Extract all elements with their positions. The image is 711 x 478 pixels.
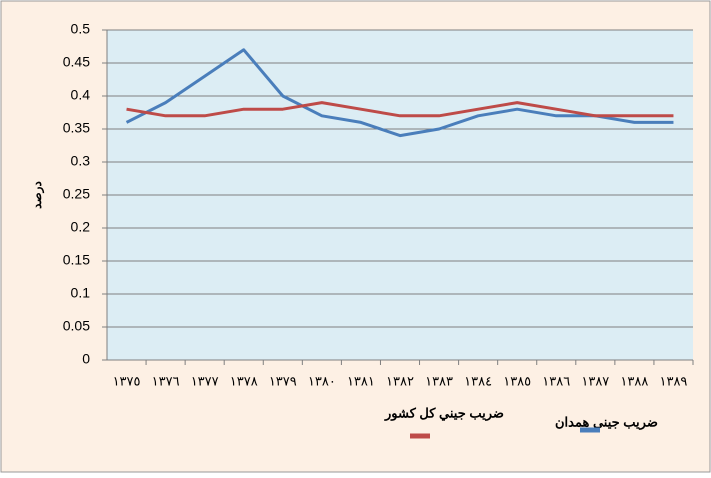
y-tick-label: 0 [82, 351, 90, 367]
x-tick-label: ١٣٨٥ [503, 373, 531, 388]
x-tick-label: ١٣٨٣ [425, 373, 453, 388]
y-axis-label: درصد [30, 181, 45, 209]
y-tick-label: 0.15 [63, 252, 90, 268]
y-tick-label: 0.4 [71, 87, 91, 103]
y-tick-label: 0.2 [71, 219, 91, 235]
y-tick-label: 0.35 [63, 120, 90, 136]
y-tick-label: 0.05 [63, 318, 90, 334]
x-tick-label: ١٣٧٧ [191, 373, 219, 388]
x-tick-label: ١٣٨٢ [386, 373, 414, 388]
x-tick-label: ١٣٨٩ [659, 373, 687, 388]
y-tick-label: 0.25 [63, 186, 90, 202]
y-tick-label: 0.1 [71, 285, 91, 301]
legend-label: ضريب جيني همدان [555, 414, 658, 430]
legend-label: ضريب جيني كل كشور [384, 405, 504, 421]
x-tick-label: ١٣٨٨ [620, 373, 648, 388]
x-tick-label: ١٣٨٤ [464, 373, 492, 388]
x-tick-label: ١٣٨٦ [542, 373, 570, 388]
x-tick-label: ١٣٧٨ [230, 373, 258, 388]
x-tick-label: ١٣٧٩ [269, 373, 297, 388]
y-tick-label: 0.45 [63, 54, 90, 70]
x-tick-label: ١٣٨٠ [308, 373, 336, 388]
series-line [126, 101, 674, 118]
x-tick-label: ١٣٧٦ [152, 373, 180, 388]
x-tick-label: ١٣٧٥ [113, 373, 141, 388]
y-tick-label: 0.5 [71, 21, 91, 37]
x-tick-label: ١٣٨١ [347, 373, 375, 388]
x-tick-label: ١٣٨٧ [581, 373, 609, 388]
y-tick-label: 0.3 [71, 153, 91, 169]
series-line [125, 48, 674, 138]
